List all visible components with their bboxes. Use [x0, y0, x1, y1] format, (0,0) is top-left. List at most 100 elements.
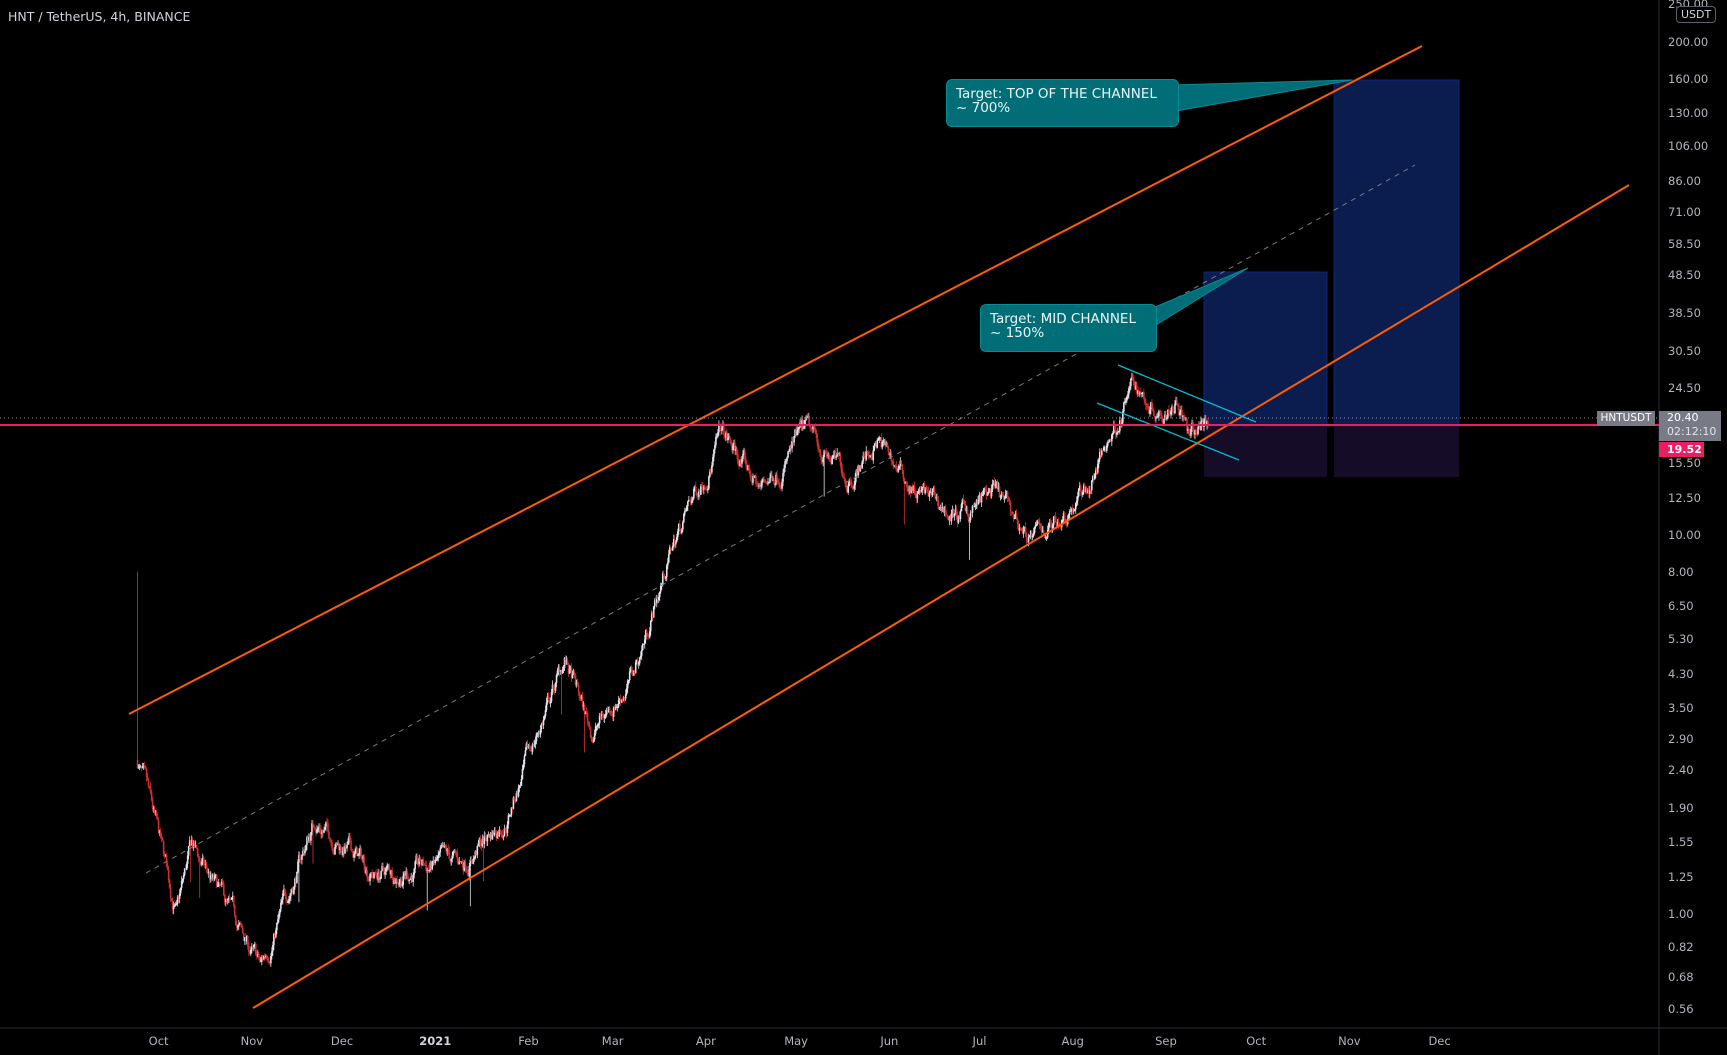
candle	[734, 442, 736, 451]
candle	[824, 450, 826, 452]
candle	[683, 513, 685, 523]
candle	[714, 445, 716, 450]
candle	[1171, 406, 1173, 412]
wedge-lower-line[interactable]	[1096, 402, 1240, 461]
wedge-upper-line[interactable]	[1117, 364, 1257, 423]
candle	[566, 659, 569, 665]
candle	[939, 506, 942, 508]
candle	[732, 445, 734, 451]
candle	[831, 457, 833, 465]
candle	[910, 487, 913, 494]
candle	[709, 471, 711, 477]
candle	[485, 837, 488, 842]
candle	[970, 512, 973, 514]
mid-channel-line[interactable]	[145, 164, 1416, 874]
candle	[986, 493, 989, 496]
candle	[654, 600, 657, 603]
candle	[1042, 530, 1045, 536]
candle	[316, 829, 318, 833]
bar-countdown: 02:12:10	[1667, 425, 1717, 438]
candle	[1103, 447, 1105, 451]
callout-mid-line1: Target: MID CHANNEL	[990, 311, 1136, 327]
candle	[470, 859, 473, 861]
candle	[905, 481, 908, 486]
candle	[265, 955, 267, 957]
lower-channel-line[interactable]	[252, 184, 1630, 1009]
candle	[251, 947, 253, 950]
currency-badge[interactable]: USDT	[1676, 6, 1717, 23]
candle	[162, 840, 165, 854]
candle	[506, 824, 509, 833]
candle	[1112, 433, 1114, 435]
candle	[692, 498, 694, 501]
candle	[186, 855, 189, 864]
candle	[330, 840, 332, 842]
candle	[753, 476, 755, 478]
candle	[573, 673, 576, 676]
candle	[527, 746, 530, 748]
candle	[1006, 491, 1009, 498]
candle	[562, 666, 565, 670]
candle	[623, 698, 626, 700]
candle	[667, 554, 670, 563]
candle	[157, 819, 160, 833]
price-axis-label: 30.50	[1668, 344, 1701, 359]
candle	[965, 507, 968, 511]
candle	[298, 854, 300, 862]
stop-zone-top[interactable]	[1334, 425, 1459, 477]
candle	[1165, 414, 1167, 420]
candle	[306, 837, 308, 846]
candle	[733, 442, 735, 446]
candle	[1094, 470, 1097, 475]
candle	[815, 429, 817, 434]
candle	[853, 485, 856, 489]
candle	[539, 729, 542, 735]
candle	[535, 733, 538, 742]
candle	[351, 850, 353, 852]
target-zone-mid[interactable]	[1203, 271, 1328, 426]
candle	[1044, 537, 1047, 539]
candle	[925, 487, 928, 490]
target-zone-top[interactable]	[1333, 79, 1460, 426]
candle	[1099, 452, 1102, 456]
candle	[1194, 429, 1196, 435]
candle	[368, 878, 370, 882]
candle	[877, 439, 880, 441]
candle	[282, 893, 284, 900]
candle	[400, 879, 402, 886]
candle	[1163, 418, 1165, 424]
candle	[790, 446, 792, 449]
candle	[1070, 509, 1073, 511]
candle	[791, 441, 793, 449]
candle	[458, 861, 461, 865]
candle	[898, 466, 901, 469]
time-axis-label: Nov	[1338, 1034, 1361, 1048]
candle	[381, 865, 383, 871]
price-axis-label: 130.00	[1668, 105, 1709, 120]
candle	[471, 860, 474, 864]
candle	[480, 844, 483, 847]
candle	[771, 474, 773, 481]
time-axis-label: Nov	[240, 1034, 264, 1048]
candle	[452, 851, 455, 856]
upper-channel-line[interactable]	[128, 45, 1423, 715]
candle	[997, 486, 1000, 490]
candle	[627, 680, 630, 682]
stop-zone-mid[interactable]	[1204, 425, 1327, 477]
callout-top-target[interactable]: Target: TOP OF THE CHANNEL ~ 700%	[946, 79, 1179, 127]
candle	[172, 905, 175, 910]
candle	[219, 884, 222, 886]
price-axis-label: 106.00	[1668, 139, 1709, 154]
candle	[288, 899, 290, 902]
candle	[294, 878, 296, 887]
candle	[1135, 385, 1137, 390]
candle	[784, 461, 786, 469]
candle	[417, 861, 420, 865]
candle	[1182, 416, 1184, 418]
candle	[994, 483, 997, 487]
candle	[434, 859, 437, 863]
candle	[798, 427, 800, 430]
callout-mid-target[interactable]: Target: MID CHANNEL ~ 150%	[980, 304, 1157, 352]
candle	[188, 840, 191, 846]
